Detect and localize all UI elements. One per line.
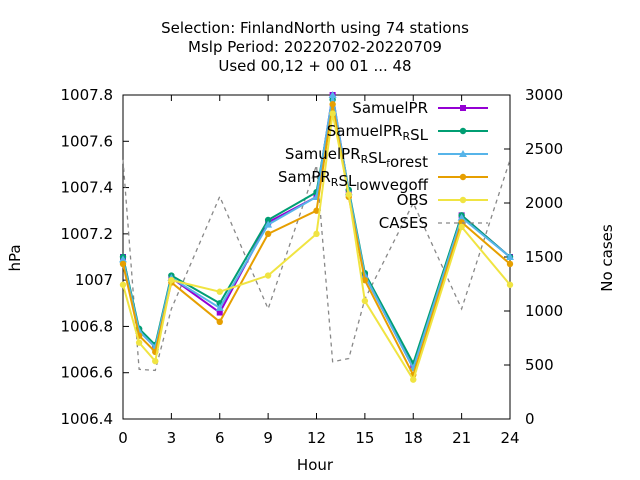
plot-area: 0 3 6 9 12 15 18 21 24 1006.4 1006.6 1006.8 1007 1007… <box>61 86 564 447</box>
y-tick-label: 1007.6 <box>61 132 114 150</box>
data-point <box>410 376 417 383</box>
legend-label: SamuelPRRSLforest <box>285 145 428 171</box>
y2-axis-label: No cases <box>598 224 616 292</box>
y-tick-label: 1007.2 <box>61 225 114 243</box>
x-tick-label: 3 <box>167 429 177 447</box>
data-point <box>458 219 465 226</box>
data-point <box>361 297 369 305</box>
title-line-1: Selection: FinlandNorth using 74 station… <box>161 19 469 37</box>
data-point <box>216 318 223 325</box>
data-point <box>313 230 320 238</box>
legend-marker <box>460 105 466 111</box>
x-tick-label: 0 <box>118 429 128 447</box>
legend-label: SamuelPRRSL <box>327 122 429 144</box>
x-tick-label: 12 <box>307 429 326 447</box>
legend-label: CASES <box>379 214 428 232</box>
data-point <box>119 260 127 268</box>
data-point <box>264 216 272 224</box>
cases-line <box>122 159 511 372</box>
data-point <box>152 357 159 365</box>
y-tick-label: 1007 <box>75 271 113 289</box>
legend-label: OBS <box>397 191 428 209</box>
data-point <box>119 255 127 263</box>
x-tick-label: 24 <box>500 429 519 447</box>
legend-marker <box>459 173 467 181</box>
y-tick-label: 1006.6 <box>61 364 114 382</box>
y2-tick-label: 500 <box>525 356 554 374</box>
data-point <box>329 110 336 117</box>
x-axis-label: Hour <box>297 456 334 474</box>
title-line-2: Mslp Period: 20220702-20220709 <box>188 38 442 56</box>
legend: SamuelPR SamuelPRRSLSamuelPRRSLforestSamP… <box>278 99 488 232</box>
x-tick-label: 18 <box>404 429 423 447</box>
y2-tick-label: 2500 <box>525 140 563 158</box>
legend-marker <box>459 127 467 135</box>
x-tick-label: 21 <box>452 429 471 447</box>
data-point <box>506 253 514 260</box>
y-tick-label: 1006.4 <box>61 410 114 428</box>
data-point <box>216 288 223 295</box>
data-point <box>345 191 352 198</box>
data-point <box>329 101 336 108</box>
legend-label: SamPRRSLlowvegoff <box>278 168 429 194</box>
data-point <box>458 223 465 231</box>
y2-tick-label: 2000 <box>525 194 563 212</box>
y-tick-label: 1007.8 <box>61 86 114 104</box>
y-tick-label: 1006.8 <box>61 317 114 335</box>
y-tick-label: 1007.4 <box>61 179 114 197</box>
y2-tick-label: 3000 <box>525 86 563 104</box>
data-point <box>168 276 175 284</box>
data-point <box>506 281 514 288</box>
x-tick-label: 15 <box>355 429 374 447</box>
data-point <box>264 272 272 279</box>
title-line-3: Used 00,12 + 00 01 ... 48 <box>218 57 411 75</box>
data-point <box>215 303 224 311</box>
x-tick-label: 6 <box>215 429 225 447</box>
data-point <box>264 220 273 228</box>
y2-tick-label: 1000 <box>525 302 563 320</box>
data-point <box>264 230 272 238</box>
data-point <box>313 207 320 214</box>
y2-tick-label: 1500 <box>525 248 563 266</box>
data-point <box>216 309 223 316</box>
series-5 <box>119 110 514 383</box>
data-point <box>457 213 466 221</box>
data-point <box>361 276 369 284</box>
chart-title: Selection: FinlandNorth using 74 station… <box>161 19 469 75</box>
legend-marker <box>459 196 467 204</box>
data-point <box>328 91 337 98</box>
x-tick-label: 9 <box>263 429 273 447</box>
data-point <box>119 281 127 288</box>
data-point <box>135 339 143 346</box>
legend-label: SamuelPR <box>352 99 428 117</box>
y2-tick-label: 0 <box>525 410 535 428</box>
legend-marker <box>459 150 467 157</box>
data-point <box>506 260 514 268</box>
y-axis-label: hPa <box>6 244 24 271</box>
